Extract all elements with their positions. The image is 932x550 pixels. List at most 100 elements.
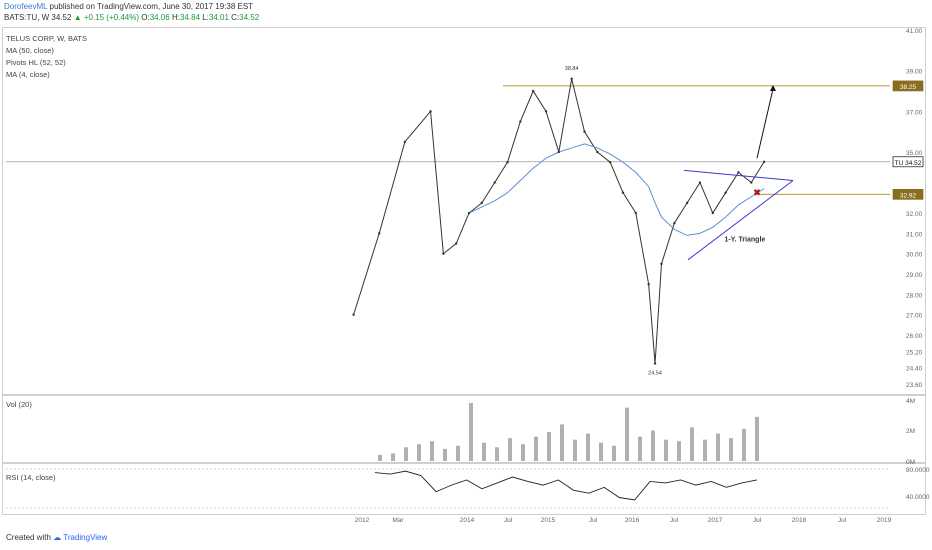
price-ytick-11: 26.00 (906, 333, 923, 340)
xtick-11: Jul (838, 517, 847, 524)
price-badge-bg-1 (892, 156, 924, 168)
rsi-ytick-0: 80.0000 (906, 467, 930, 474)
invalidation-x-icon: ✖ (753, 188, 761, 198)
price-ytick-1: 39.00 (906, 69, 923, 76)
price-ytick-12: 25.20 (906, 349, 923, 356)
xtick-12: 2019 (877, 517, 892, 524)
indicator-label-1[interactable]: MA (50, close) (6, 46, 54, 55)
price-ytick-8: 29.00 (906, 272, 923, 279)
price-badge-bg-2 (892, 188, 924, 200)
price-badge-2: 32.92 (900, 192, 917, 199)
close-value: 34.52 (239, 13, 260, 22)
volume-bar (599, 442, 603, 461)
price-ytick-2: 37.00 (906, 109, 923, 116)
author-link[interactable]: DorofeevML (4, 2, 48, 11)
price-point (621, 191, 625, 194)
price-ytick-7: 30.00 (906, 252, 923, 259)
volume-ytick-1: 2M (906, 428, 915, 435)
volume-panel[interactable] (2, 395, 926, 463)
xtick-2: 2014 (460, 517, 475, 524)
rsi-series-line (374, 470, 758, 501)
high-value: 34.84 (179, 13, 200, 22)
price-point (653, 362, 657, 365)
volume-bar (755, 416, 759, 461)
volume-ytick-2: 0M (906, 459, 915, 466)
price-point (596, 150, 599, 154)
indicator-label-2[interactable]: Pivots HL (52, 52) (6, 58, 66, 67)
price-badge-1: TU 34.52 (895, 160, 922, 167)
price-point (698, 181, 702, 184)
symbol-label: BATS:TU, W (4, 13, 50, 22)
price-point (467, 211, 471, 215)
change-value: +0.15 (+0.44%) (83, 13, 139, 22)
low-label: L: (202, 13, 209, 22)
price-point (506, 160, 509, 164)
price-point (762, 160, 766, 163)
xtick-5: Jul (589, 517, 598, 524)
price-point (711, 211, 714, 215)
price-badge-0: 38.25 (900, 84, 917, 91)
volume-bar (625, 407, 629, 461)
price-ytick-13: 24.40 (906, 366, 923, 373)
price-point (378, 232, 381, 235)
xtick-10: 2018 (792, 517, 807, 524)
footer: Created with ☁ TradingView (6, 533, 107, 542)
tradingview-logo-icon: ☁ (53, 533, 62, 542)
volume-bar (430, 441, 434, 461)
price-point (429, 110, 432, 113)
volume-bar (443, 448, 447, 461)
volume-label[interactable]: Vol (20) (6, 400, 32, 409)
open-value: 34.06 (149, 13, 170, 22)
price-point (531, 89, 535, 93)
indicator-label-3[interactable]: MA (4, close) (6, 70, 50, 79)
volume-bar (690, 427, 694, 461)
volume-bar (703, 439, 707, 461)
price-panel[interactable] (2, 27, 926, 395)
price-point (737, 171, 740, 174)
volume-bar (716, 433, 720, 461)
indicator-label-0[interactable]: TELUS CORP, W, BATS (6, 34, 87, 43)
ohlc-header: BATS:TU, W 34.52 ▲ +0.15 (+0.44%) O:34.0… (4, 13, 259, 22)
price-ytick-5: 32.00 (906, 211, 923, 218)
annotation-0: 38.84 (565, 66, 579, 72)
volume-bar (404, 447, 408, 461)
volume-bar (560, 424, 564, 461)
volume-bar (521, 444, 525, 461)
xtick-7: Jul (670, 517, 679, 524)
triangle-lower-line (687, 180, 794, 261)
annotation-1: 24.54 (648, 371, 662, 377)
price-ytick-9: 28.00 (906, 292, 923, 299)
publish-header: DorofeevML published on TradingView.com,… (4, 2, 253, 11)
tradingview-link[interactable]: TradingView (63, 533, 108, 542)
change-up-icon: ▲ (73, 13, 82, 22)
xtick-1: Mar (392, 517, 404, 524)
price-point (442, 252, 445, 255)
volume-bar (534, 436, 538, 461)
rsi-ytick-1: 40.0000 (906, 494, 930, 501)
price-point (660, 262, 663, 266)
low-value: 34.01 (208, 13, 229, 22)
rsi-panel[interactable] (2, 463, 926, 515)
volume-bar (573, 439, 577, 461)
volume-bar (508, 438, 512, 461)
volume-bar (391, 453, 395, 461)
volume-bar (729, 438, 733, 461)
price-point (557, 150, 561, 154)
price-series-line (353, 78, 765, 364)
rsi-label[interactable]: RSI (14, close) (6, 473, 56, 482)
price-ytick-3: 35.00 (906, 150, 923, 157)
price-point (544, 110, 548, 113)
volume-bar (742, 428, 746, 461)
xtick-0: 2012 (355, 517, 370, 524)
volume-bar (638, 436, 642, 461)
xtick-9: Jul (753, 517, 762, 524)
xtick-3: Jul (504, 517, 513, 524)
price-badge-bg-0 (892, 80, 924, 92)
triangle-upper-line (683, 169, 794, 181)
volume-bar (547, 432, 551, 461)
price-ytick-0: 41.00 (906, 28, 923, 35)
volume-bar (482, 442, 486, 461)
volume-bar (586, 433, 590, 461)
price-point (352, 313, 355, 316)
